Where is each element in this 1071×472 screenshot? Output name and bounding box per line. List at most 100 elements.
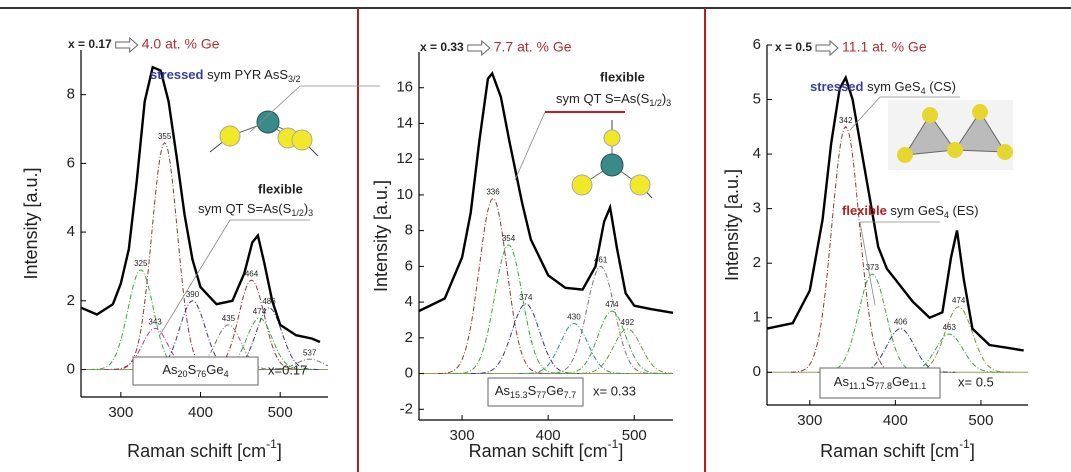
text-part: ) xyxy=(662,91,666,106)
header-x: x = 0.33 xyxy=(420,40,464,54)
annotation-text: stressed sym PYR AsS3/2 xyxy=(150,67,301,84)
y-tick-label: 6 xyxy=(67,154,75,171)
leader-line xyxy=(514,111,546,181)
text-part: sym QT S=As(S xyxy=(556,91,650,106)
header-x: x = 0.17 xyxy=(68,37,112,51)
annotation-emphasis: stressed xyxy=(810,79,864,94)
sample-box xyxy=(819,367,941,399)
peak-label: 390 xyxy=(186,290,200,299)
leader-line xyxy=(159,219,231,336)
label-part: ] xyxy=(618,441,623,461)
sample-x: x= 0.5 xyxy=(958,374,994,389)
superscript: -1 xyxy=(608,437,619,451)
component-peak xyxy=(518,322,630,374)
annotation-text: sym QT S=As(S1/2)3 xyxy=(556,91,671,108)
x-tick-label: 500 xyxy=(622,427,647,444)
x-tick-label: 300 xyxy=(450,427,475,444)
superscript: -1 xyxy=(959,437,970,451)
text-part: Ge xyxy=(546,383,563,398)
peak-label: 474 xyxy=(253,307,267,316)
component-peak xyxy=(556,310,667,374)
script-part: 3 xyxy=(308,208,313,218)
x-axis-label: Raman schift [cm-1] xyxy=(820,437,975,461)
y-tick-label: 6 xyxy=(753,36,761,53)
text-part: sym QT S=As(S xyxy=(198,201,292,216)
component-peak xyxy=(258,358,328,370)
y-tick-label: 12 xyxy=(396,150,413,167)
component-peak xyxy=(104,327,207,370)
peak-label: 355 xyxy=(158,132,172,141)
component-peak xyxy=(790,126,901,373)
peak-label: 463 xyxy=(943,323,957,332)
y-tick-label: 2 xyxy=(405,329,413,346)
y-tick-label: 3 xyxy=(753,200,761,217)
text-part: sym GeS xyxy=(867,79,921,94)
peak-label: 435 xyxy=(222,314,236,323)
peak-label: 464 xyxy=(245,269,259,278)
header-arrow xyxy=(467,39,491,57)
text-part: As xyxy=(495,383,511,398)
peak-label: 343 xyxy=(148,317,162,326)
script-part: 1/2 xyxy=(291,208,304,218)
x-axis-label: Raman schift [cm-1] xyxy=(469,437,624,461)
label-part: Raman schift [cm xyxy=(469,441,608,461)
y-axis-label: Intensity [a.u.] xyxy=(371,180,391,292)
text-part: (CS) xyxy=(926,79,956,94)
peak-label: 537 xyxy=(303,348,317,357)
annotation-emphasis: flexible xyxy=(842,203,887,218)
y-tick-label: 16 xyxy=(396,79,413,96)
peak-label: 325 xyxy=(134,259,148,268)
annotation-emphasis: stressed xyxy=(150,67,204,82)
spectrum-line xyxy=(418,70,674,314)
superscript: -1 xyxy=(266,437,277,451)
header-arrow xyxy=(115,36,139,54)
script-part: 77.8 xyxy=(874,381,892,391)
header-composition: 11.1 at. % Ge xyxy=(842,39,927,55)
component-peak xyxy=(545,265,656,374)
script-part: 77 xyxy=(536,390,546,400)
header-composition: 7.7 at. % Ge xyxy=(494,39,572,55)
text-part: As xyxy=(162,362,178,377)
script-part: 4 xyxy=(224,369,229,379)
text-part: ) xyxy=(304,201,308,216)
peak-label: 354 xyxy=(502,234,516,243)
y-tick-label: 4 xyxy=(753,145,761,162)
x-axis-label: Raman schift [cm-1] xyxy=(127,437,282,461)
header-x: x = 0.5 xyxy=(775,40,812,54)
y-tick-label: 2 xyxy=(753,254,761,271)
peak-label: 486 xyxy=(262,297,276,306)
peak-label: 342 xyxy=(839,116,853,125)
peak-label: 406 xyxy=(894,318,908,327)
sample-x: x= 0.33 xyxy=(593,383,636,398)
x-tick-label: 400 xyxy=(536,427,561,444)
y-axis-label: Intensity [a.u.] xyxy=(21,167,41,279)
y-tick-label: 2 xyxy=(67,292,75,309)
text-part: S xyxy=(528,383,537,398)
x-tick-label: 400 xyxy=(188,404,213,421)
script-part: 1/2 xyxy=(649,98,662,108)
molecule-pyr xyxy=(209,110,319,157)
y-tick-label: 8 xyxy=(405,222,413,239)
y-tick-label: 4 xyxy=(67,223,75,240)
script-part: 20 xyxy=(178,369,188,379)
y-tick-label: 4 xyxy=(405,293,413,310)
script-part: 4 xyxy=(921,86,926,96)
peak-label: 430 xyxy=(567,313,581,322)
script-part: 7.7 xyxy=(564,390,577,400)
label-part: ] xyxy=(970,441,975,461)
peak-label: 373 xyxy=(866,263,880,272)
peak-label: 461 xyxy=(594,255,608,264)
text-part: Ge xyxy=(206,362,223,377)
annotation-text: As15.3S77Ge7.7 xyxy=(495,383,576,400)
peak-label: 374 xyxy=(519,293,533,302)
peak-label: 336 xyxy=(486,188,500,197)
component-peak xyxy=(894,333,1004,373)
leader-line xyxy=(859,221,876,306)
panel: 300 400 500 -2 0 2 4 6 8 10 12 14 16 Raman schift [cm… xyxy=(371,39,674,461)
text-part: sym PYR AsS xyxy=(207,67,288,82)
annotation-emphasis: flexible xyxy=(258,181,303,196)
peak-label: 474 xyxy=(952,296,966,305)
y-tick-label: 14 xyxy=(396,114,413,131)
panel: 300 400 500 0 2 4 6 8 Raman schift [cm-1] Intensi… xyxy=(21,36,380,461)
